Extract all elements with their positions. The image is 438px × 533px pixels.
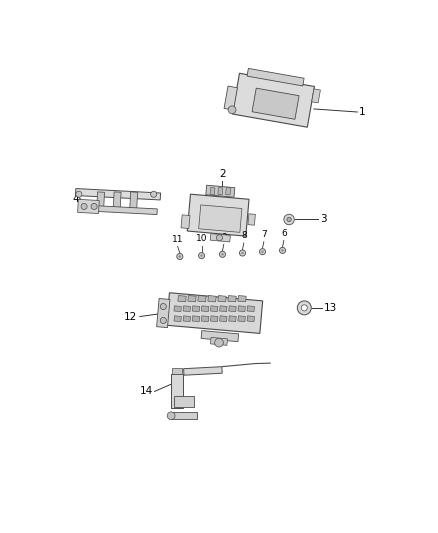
Polygon shape [218,295,226,302]
Polygon shape [201,306,209,312]
Circle shape [179,256,181,257]
Polygon shape [206,185,235,197]
Circle shape [216,235,223,241]
Polygon shape [238,306,245,312]
Polygon shape [174,396,194,407]
Text: 9: 9 [221,233,226,241]
Polygon shape [211,337,227,345]
Circle shape [76,191,82,197]
Polygon shape [183,306,191,312]
Polygon shape [228,295,236,302]
Text: 6: 6 [281,229,287,238]
Circle shape [160,303,166,310]
Polygon shape [211,316,218,321]
Circle shape [301,305,307,311]
Polygon shape [218,188,223,195]
Text: 4: 4 [72,194,79,204]
Polygon shape [166,293,263,334]
Text: 1: 1 [359,108,366,117]
Polygon shape [184,367,222,375]
Text: 8: 8 [241,231,247,240]
Polygon shape [174,306,181,312]
Polygon shape [192,306,200,312]
Text: 7: 7 [261,230,267,239]
Circle shape [228,106,236,114]
Polygon shape [201,330,239,342]
Polygon shape [174,316,181,321]
Circle shape [287,217,291,222]
Circle shape [240,250,246,256]
Polygon shape [171,413,197,419]
Circle shape [242,252,244,254]
Polygon shape [113,192,121,209]
Polygon shape [312,89,321,103]
Polygon shape [130,192,138,209]
Circle shape [81,204,87,209]
Polygon shape [238,295,246,302]
Polygon shape [210,188,215,195]
Polygon shape [226,188,231,195]
Circle shape [151,191,157,197]
Polygon shape [88,205,157,215]
Circle shape [167,412,175,419]
Circle shape [177,254,183,260]
Circle shape [297,301,311,315]
Polygon shape [208,295,216,302]
Polygon shape [211,306,218,312]
Polygon shape [192,316,200,321]
Polygon shape [229,316,236,321]
Polygon shape [78,199,99,214]
Text: 14: 14 [140,386,153,397]
Polygon shape [247,306,254,312]
Circle shape [259,249,265,255]
Polygon shape [157,298,170,328]
Circle shape [215,338,223,347]
Polygon shape [238,316,245,321]
Polygon shape [219,306,227,312]
Text: 12: 12 [124,312,137,321]
Circle shape [222,254,223,255]
Circle shape [219,251,226,257]
Text: 13: 13 [323,303,337,313]
Polygon shape [75,189,161,200]
Polygon shape [224,86,237,110]
Text: 11: 11 [172,235,184,244]
Polygon shape [229,306,236,312]
Polygon shape [247,68,304,86]
Circle shape [91,204,97,209]
Circle shape [279,247,286,254]
Polygon shape [198,295,206,302]
Polygon shape [188,295,196,302]
Polygon shape [252,88,299,119]
Polygon shape [172,368,182,374]
Circle shape [160,318,166,324]
Circle shape [284,214,294,225]
Polygon shape [210,233,230,242]
Polygon shape [247,316,254,321]
Polygon shape [219,316,227,321]
Polygon shape [97,192,105,209]
Polygon shape [199,205,242,232]
Polygon shape [187,194,249,236]
Circle shape [261,251,263,253]
Circle shape [201,255,202,256]
Text: 10: 10 [196,234,207,243]
Circle shape [282,249,283,251]
Text: 2: 2 [219,169,226,180]
Polygon shape [171,375,183,408]
Polygon shape [181,215,190,229]
Polygon shape [232,73,314,127]
Polygon shape [178,295,186,302]
Polygon shape [201,316,209,321]
Polygon shape [183,316,191,321]
Polygon shape [248,214,255,225]
Text: 3: 3 [320,214,327,224]
Circle shape [198,253,205,259]
